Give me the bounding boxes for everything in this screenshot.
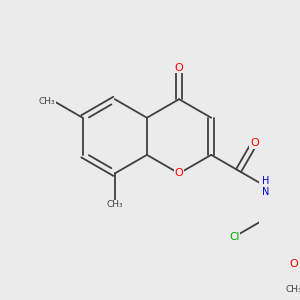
Text: O: O xyxy=(175,63,183,73)
Text: CH₃: CH₃ xyxy=(39,98,55,106)
Text: CH₃: CH₃ xyxy=(106,200,123,209)
Text: H
N: H N xyxy=(262,176,269,197)
Text: O: O xyxy=(289,259,298,269)
Text: CH₃: CH₃ xyxy=(285,285,300,294)
Text: O: O xyxy=(250,138,259,148)
Text: O: O xyxy=(175,168,183,178)
Text: Cl: Cl xyxy=(229,232,239,242)
